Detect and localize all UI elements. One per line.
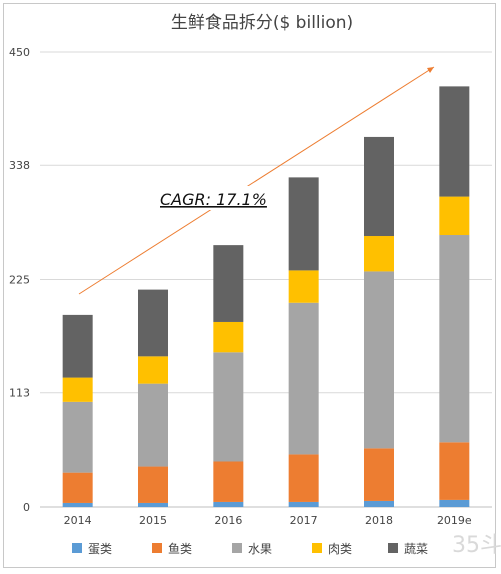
chart-frame <box>3 3 496 568</box>
x-tick-label: 2018 <box>365 514 393 527</box>
legend-swatch <box>232 543 242 553</box>
bar-segment <box>364 271 394 449</box>
bar-segment <box>288 270 319 303</box>
bar-segment <box>439 499 470 507</box>
bar-segment <box>364 136 394 237</box>
x-tick-label: 2016 <box>214 514 242 527</box>
bar-segment <box>439 196 470 236</box>
bar-segment <box>364 236 394 272</box>
bar-segment <box>364 448 394 501</box>
chart-title: 生鲜食品拆分($ billion) <box>171 13 353 33</box>
watermark-logo: 35斗 <box>452 533 501 558</box>
x-tick-label: 2015 <box>139 514 167 527</box>
cagr-arrowhead <box>427 67 434 73</box>
legend-swatch <box>72 543 82 553</box>
bar-segment <box>288 501 319 507</box>
bar-segment <box>138 502 168 507</box>
gridlines <box>40 51 492 508</box>
bar-segment <box>138 356 168 384</box>
x-tick-label: 2017 <box>290 514 318 527</box>
bars <box>62 86 470 507</box>
bar-segment <box>62 401 93 473</box>
legend: 蛋类 鱼类 水果 肉类 蔬菜 <box>72 542 428 556</box>
bar-segment <box>439 442 470 500</box>
cagr-label-background <box>156 186 286 210</box>
bar-segment <box>62 472 93 503</box>
watermark-text: 35斗 <box>452 533 501 558</box>
y-tick-label: 113 <box>9 387 30 400</box>
bar-segment <box>364 500 394 507</box>
bar-segment <box>288 454 319 502</box>
legend-swatch <box>312 543 322 553</box>
legend-label: 蛋类 <box>88 542 112 556</box>
x-tick-label: 2019e <box>437 514 472 527</box>
bar-segment <box>288 177 319 271</box>
x-axis-ticks: 2014 2015 2016 2017 2018 2019e <box>64 514 472 527</box>
y-tick-label: 450 <box>9 46 30 59</box>
y-tick-label: 225 <box>9 274 30 287</box>
legend-label: 肉类 <box>328 542 352 556</box>
bar-segment <box>213 352 244 462</box>
bar-segment <box>62 314 93 378</box>
x-tick-label: 2014 <box>64 514 92 527</box>
y-tick-label: 0 <box>23 501 30 514</box>
bar-segment <box>288 302 319 455</box>
cagr-annotation: CAGR: 17.1% <box>160 190 267 209</box>
bar-segment <box>439 86 470 197</box>
y-axis-ticks: 0 113 225 338 450 <box>9 46 30 514</box>
legend-swatch <box>388 543 398 553</box>
cagr-trend-arrow <box>78 66 435 295</box>
bar-segment <box>62 377 93 402</box>
bar-segment <box>213 321 244 353</box>
y-tick-label: 338 <box>9 159 30 172</box>
bar-segment <box>138 383 168 467</box>
bar-segment <box>213 245 244 322</box>
bar-segment <box>138 289 168 357</box>
legend-label: 蔬菜 <box>404 542 428 556</box>
legend-label: 水果 <box>248 542 272 556</box>
legend-swatch <box>152 543 162 553</box>
bar-segment <box>213 501 244 507</box>
bar-segment <box>439 235 470 443</box>
bar-segment <box>213 461 244 502</box>
legend-label: 鱼类 <box>168 542 192 556</box>
bar-segment <box>62 502 93 507</box>
bar-segment <box>138 466 168 503</box>
